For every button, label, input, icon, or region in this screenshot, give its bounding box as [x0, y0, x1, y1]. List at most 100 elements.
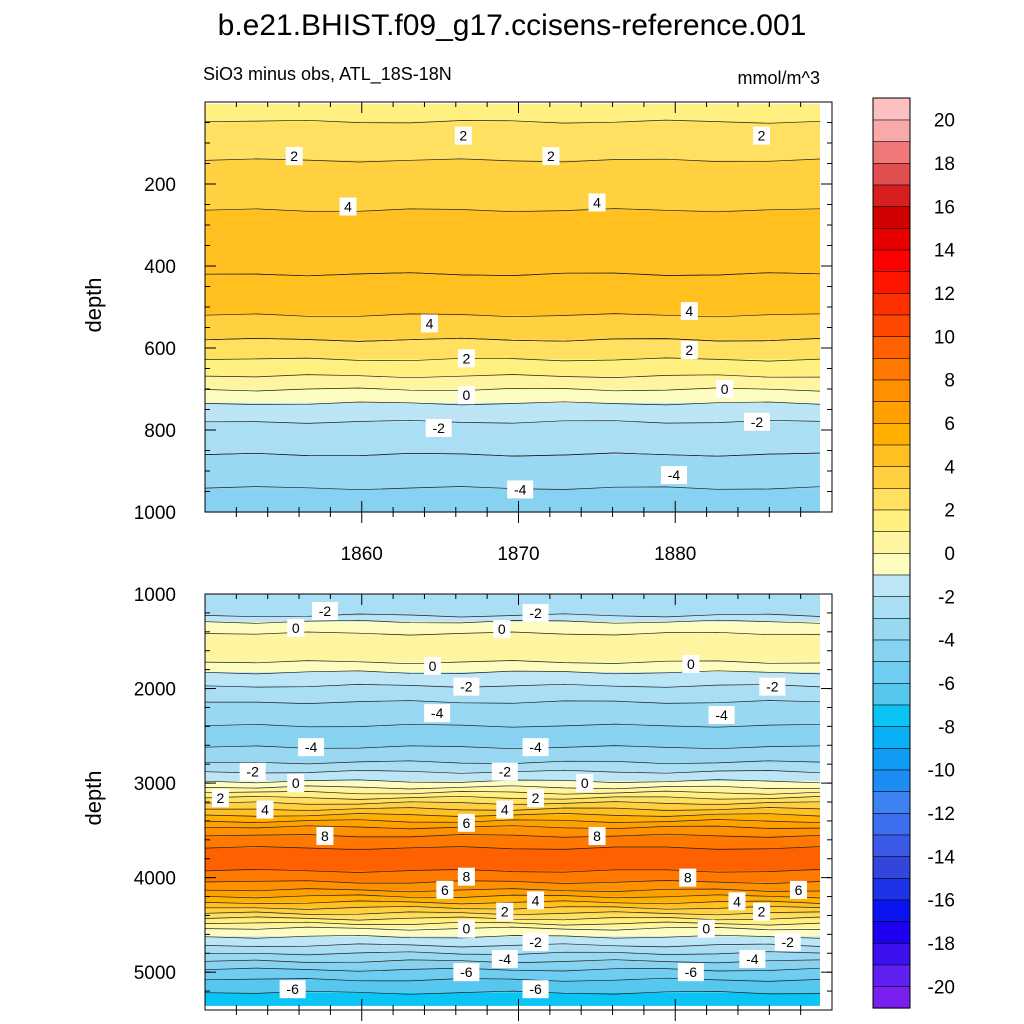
colorbar-swatch — [872, 466, 911, 489]
depth-band — [205, 503, 820, 506]
colorbar-swatch — [872, 336, 911, 359]
depth-band — [205, 314, 820, 316]
depth-band — [205, 385, 820, 388]
contour-label: -2 — [781, 934, 794, 950]
contour-line-8 — [204, 880, 821, 884]
depth-band — [205, 928, 820, 930]
depth-band — [205, 243, 820, 246]
depth-band — [205, 710, 820, 712]
depth-band — [205, 999, 820, 1001]
colorbar-swatch — [872, 206, 911, 229]
colorbar-swatch — [872, 292, 911, 316]
colorbar-tick-label: 8 — [944, 371, 955, 392]
depth-band — [205, 144, 820, 147]
depth-band — [205, 161, 820, 163]
depth-band — [205, 984, 820, 987]
depth-band — [205, 500, 820, 503]
depth-band — [205, 441, 820, 444]
depth-band — [205, 272, 820, 274]
depth-band — [205, 400, 820, 403]
depth-band — [205, 425, 820, 427]
depth-band — [205, 342, 820, 345]
contour-label: 0 — [702, 921, 710, 937]
depth-band — [205, 307, 820, 309]
colorbar-tick-label: 0 — [944, 544, 955, 565]
depth-band — [205, 716, 820, 718]
depth-band — [205, 658, 820, 661]
depth-band — [205, 688, 820, 691]
depth-band — [205, 475, 820, 477]
depth-band — [205, 346, 820, 349]
depth-band — [205, 863, 820, 866]
depth-band — [205, 882, 820, 885]
depth-band — [205, 645, 820, 648]
depth-band — [205, 214, 820, 216]
contour-label-bg — [496, 800, 514, 819]
depth-band — [205, 466, 820, 468]
contour-line-0 — [204, 660, 821, 665]
depth-band — [205, 595, 820, 597]
contour-label-bg — [682, 654, 700, 673]
contour-label-bg — [522, 932, 549, 951]
depth-band — [205, 874, 820, 877]
depth-band — [205, 386, 820, 389]
contour-label-bg — [316, 827, 334, 846]
contour-label-bg — [680, 341, 698, 360]
depth-band — [205, 700, 820, 703]
depth-band — [205, 437, 820, 440]
depth-band — [205, 932, 820, 934]
depth-band — [205, 206, 820, 208]
colorbar-swatch — [872, 314, 911, 337]
contour-label: -2 — [529, 934, 542, 950]
depth-band — [205, 647, 820, 650]
depth-band — [205, 839, 820, 842]
depth-band — [205, 268, 820, 270]
depth-band — [205, 752, 820, 754]
depth-band — [205, 235, 820, 238]
colorbar-tick-label: -20 — [928, 977, 955, 998]
depth-band — [205, 985, 820, 988]
depth-band — [205, 465, 820, 467]
depth-band — [205, 148, 820, 151]
depth-band — [205, 233, 820, 236]
depth-band — [205, 602, 820, 604]
depth-band — [205, 396, 820, 399]
depth-band — [205, 643, 820, 645]
contour-label: 0 — [581, 775, 589, 791]
contour-label: 4 — [261, 802, 269, 818]
contour-label: 0 — [292, 620, 300, 636]
contour-line--3 — [205, 700, 821, 704]
depth-band — [205, 156, 820, 158]
depth-band — [205, 382, 820, 385]
depth-band — [205, 761, 820, 764]
depth-band — [205, 287, 820, 290]
depth-band — [205, 246, 820, 249]
depth-band — [205, 935, 820, 937]
depth-band — [205, 266, 820, 268]
depth-band — [205, 823, 820, 825]
depth-band — [205, 203, 820, 206]
depth-band — [205, 920, 820, 923]
depth-band — [205, 732, 820, 735]
depth-band — [205, 604, 820, 606]
depth-band — [205, 820, 820, 822]
depth-band — [205, 851, 820, 853]
contour-line-1 — [204, 790, 821, 795]
depth-band — [205, 709, 820, 711]
depth-band — [205, 691, 820, 694]
colorbar-swatch — [872, 877, 911, 901]
depth-band — [205, 406, 820, 409]
depth-band — [205, 641, 820, 643]
depth-band — [205, 924, 820, 926]
contour-label: 2 — [501, 904, 509, 920]
depth-band — [205, 970, 820, 972]
depth-band — [205, 678, 820, 680]
depth-band — [205, 464, 820, 466]
contour-label-bg — [753, 126, 771, 145]
contour-line-4 — [204, 208, 821, 213]
contour-label-bg — [576, 774, 594, 793]
colorbar-tick-label: -12 — [928, 804, 955, 825]
depth-band — [205, 184, 820, 187]
depth-band — [205, 923, 820, 925]
depth-band — [205, 131, 820, 134]
